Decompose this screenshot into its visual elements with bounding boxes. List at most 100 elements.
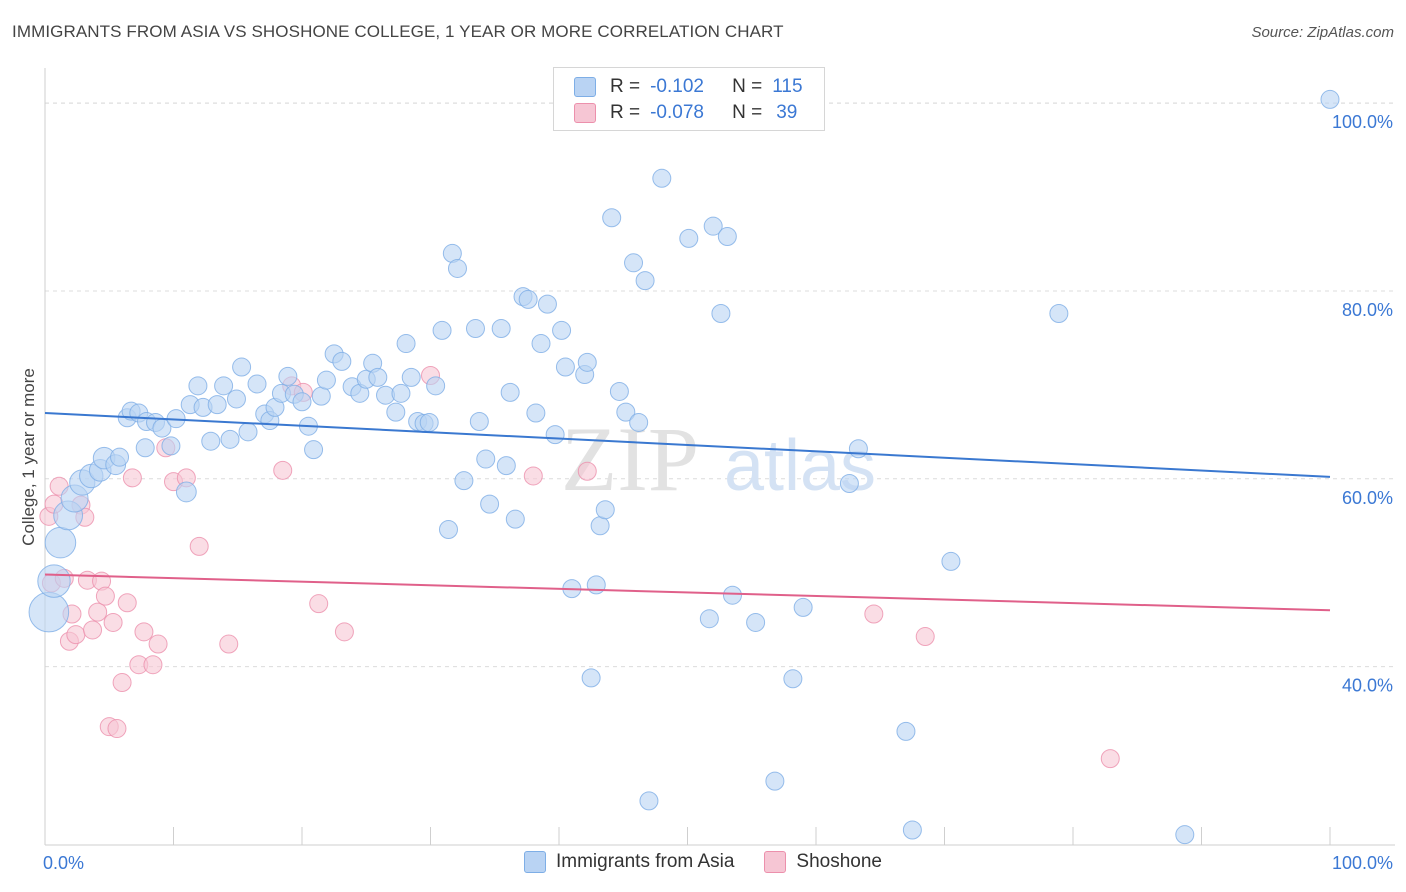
asia-point: [941, 551, 961, 571]
shoshone-point: [189, 536, 209, 556]
asia-point: [368, 367, 388, 387]
asia-point: [679, 228, 699, 248]
asia-point: [629, 412, 649, 432]
asia-point: [419, 412, 439, 432]
bottom-legend-asia: Immigrants from Asia: [523, 851, 735, 873]
asia-point: [292, 392, 312, 412]
asia-point: [426, 376, 446, 396]
asia-point: [226, 389, 246, 409]
asia-point: [491, 319, 511, 339]
asia-point: [577, 352, 597, 372]
asia-point: [518, 289, 538, 309]
shoshone-point: [523, 466, 543, 486]
asia-point: [793, 597, 813, 617]
bottom-legend-swatch-shoshone: [764, 851, 787, 873]
shoshone-point: [117, 593, 137, 613]
shoshone-point: [334, 622, 354, 642]
asia-point: [590, 516, 610, 536]
asia-point: [332, 351, 352, 371]
asia-point: [703, 216, 723, 236]
series-asia-points: [28, 89, 1340, 845]
asia-point: [531, 334, 551, 354]
asia-point: [586, 575, 606, 595]
y-tick-label: 40.0%: [1342, 676, 1393, 696]
bottom-legend-label-asia: Immigrants from Asia: [555, 851, 735, 872]
asia-point: [311, 386, 331, 406]
asia-point: [635, 271, 655, 291]
shoshone-point: [107, 719, 127, 739]
y-axis-label: College, 1 year or more: [19, 368, 38, 546]
legend-n-label: N =: [732, 76, 763, 97]
asia-point: [386, 402, 406, 422]
asia-point: [848, 439, 868, 459]
asia-point: [545, 425, 565, 445]
shoshone-point: [66, 625, 86, 645]
asia-point: [135, 438, 155, 458]
legend-r-label: R =: [610, 76, 641, 97]
legend-r-value: -0.102: [650, 76, 704, 97]
asia-point: [746, 612, 766, 632]
asia-point: [1320, 89, 1340, 109]
legend: R = -0.102 N = 115 R = -0.078 N = 39: [553, 67, 825, 131]
asia-point: [505, 509, 525, 529]
asia-trend-line: [44, 412, 1331, 478]
asia-point: [207, 395, 227, 415]
shoshone-trend-line: [44, 573, 1331, 612]
shoshone-point: [88, 602, 108, 622]
asia-point: [526, 403, 546, 423]
asia-point: [447, 258, 467, 278]
legend-n-label: N =: [732, 102, 763, 123]
legend-swatch-shoshone: [574, 103, 596, 123]
shoshone-point: [95, 586, 115, 606]
asia-point: [722, 585, 742, 605]
asia-point: [717, 227, 737, 247]
y-tick-label: 60.0%: [1342, 488, 1393, 508]
asia-point: [188, 376, 208, 396]
legend-r-label: R =: [610, 102, 641, 123]
trend-lines: [44, 412, 1331, 612]
gridlines: [45, 102, 1395, 668]
asia-point: [175, 481, 197, 503]
asia-point: [624, 253, 644, 273]
asia-point: [581, 668, 601, 688]
bottom-legend-swatch-asia: [523, 851, 546, 873]
asia-point: [496, 456, 516, 476]
asia-point: [201, 431, 221, 451]
shoshone-point: [219, 634, 239, 654]
asia-point: [616, 402, 636, 422]
shoshone-point: [148, 634, 168, 654]
asia-point: [220, 429, 240, 449]
asia-point: [161, 436, 181, 456]
shoshone-point: [1100, 749, 1120, 769]
legend-r-value: -0.078: [650, 102, 704, 123]
asia-point: [304, 440, 324, 460]
asia-point: [37, 564, 71, 598]
asia-point: [432, 320, 452, 340]
asia-point: [110, 447, 130, 467]
asia-point: [902, 820, 922, 840]
asia-point: [480, 494, 500, 514]
asia-point: [595, 500, 615, 520]
watermark-atlas: atlas: [724, 426, 876, 506]
asia-point: [765, 771, 785, 791]
shoshone-point: [143, 655, 163, 675]
axes: [44, 68, 1395, 846]
bottom-legend: Immigrants from Asia Shoshone: [0, 851, 1406, 873]
asia-point: [232, 357, 252, 377]
chart-title: IMMIGRANTS FROM ASIA VS SHOSHONE COLLEGE…: [12, 22, 784, 41]
asia-point: [396, 334, 416, 354]
asia-point: [711, 304, 731, 324]
asia-point: [537, 294, 557, 314]
source-label: Source: ZipAtlas.com: [1251, 24, 1394, 41]
shoshone-point: [577, 461, 597, 481]
legend-row-asia: R = -0.102 N = 115: [574, 75, 803, 99]
asia-point: [639, 791, 659, 811]
shoshone-point: [273, 460, 293, 480]
asia-point: [783, 669, 803, 689]
legend-swatch-asia: [574, 77, 596, 97]
asia-point: [552, 320, 572, 340]
asia-point: [316, 370, 336, 390]
asia-point: [609, 381, 629, 401]
asia-point: [1175, 825, 1195, 845]
